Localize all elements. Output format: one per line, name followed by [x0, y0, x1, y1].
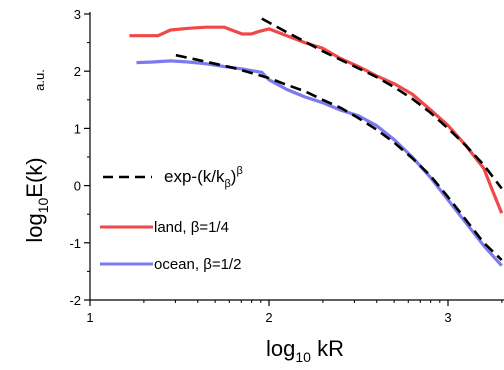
series-fit-land: [261, 17, 503, 190]
x-tick-label: 2: [265, 310, 272, 325]
y-axis-title: log10E(k): [22, 157, 51, 242]
x-tick-label: 1: [86, 310, 93, 325]
series-fit-ocean: [175, 53, 503, 261]
legend-label-fit: exp-(k/kβ)β: [164, 165, 243, 190]
x-axis-title: log10 kR: [266, 336, 344, 365]
plot-area: -2 -1 0 1 2 3 1 2 3: [69, 7, 504, 325]
y-tick-label: -2: [69, 293, 81, 308]
y-tick-label: 2: [74, 64, 81, 79]
y-tick-label: 3: [74, 7, 81, 22]
series-land: [129, 25, 504, 214]
x-tick-label: 3: [444, 310, 451, 325]
legend-label-ocean: ocean, β=1/2: [154, 256, 241, 273]
y-tick-label: 1: [74, 121, 81, 136]
y-tick-label: 0: [74, 179, 81, 194]
series-ocean: [136, 59, 503, 267]
legend-label-land: land, β=1/4: [154, 219, 229, 236]
y-tick-label: -1: [69, 236, 81, 251]
legend: exp-(k/kβ)β land, β=1/4 ocean, β=1/2: [100, 165, 243, 273]
y-axis-unit: a.u.: [32, 69, 47, 91]
